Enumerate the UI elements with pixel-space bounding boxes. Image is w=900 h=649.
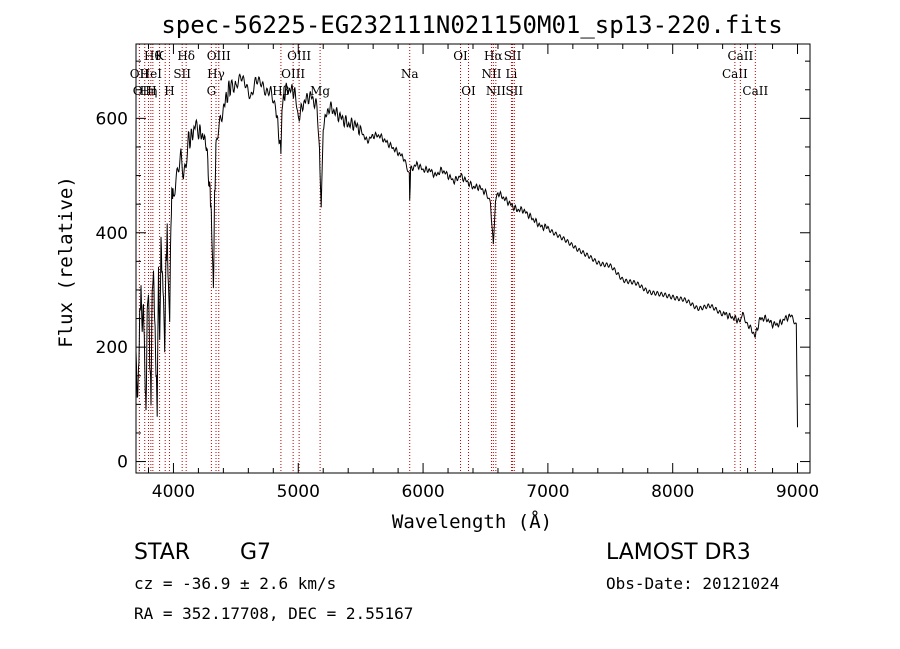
line-label-6583: NII: [486, 84, 506, 98]
redshift-label: cz = -36.9 ± 2.6 km/s: [134, 574, 337, 593]
y-tick-label-200: 200: [96, 338, 128, 358]
line-label-3819: HeI: [140, 67, 163, 81]
line-label-8498: CaII: [722, 67, 748, 81]
coords-label: RA = 352.17708, DEC = 2.55167: [134, 604, 414, 623]
class-label: STAR: [134, 540, 191, 565]
obs-date-label: Obs-Date: 20121024: [606, 574, 780, 593]
x-tick-label-6000: 6000: [401, 482, 444, 502]
x-axis-label: Wavelength (Å): [392, 510, 552, 533]
line-label-3800: Hη: [140, 84, 158, 98]
line-label-6300: OI: [453, 49, 468, 63]
line-label-4304: G: [207, 84, 217, 98]
x-tick-label-9000: 9000: [776, 482, 819, 502]
y-axis: 0 200 400 600: [96, 60, 810, 473]
y-tick-label-400: 400: [96, 224, 128, 244]
y-tick-label-0: 0: [117, 453, 128, 473]
line-label-4341: Hγ: [207, 67, 225, 81]
line-label-6364: OI: [461, 84, 476, 98]
x-tick-label-4000: 4000: [152, 482, 195, 502]
x-tick-label-8000: 8000: [651, 482, 694, 502]
line-label-4070: SII: [173, 67, 191, 81]
x-tick-label-7000: 7000: [526, 482, 569, 502]
line-label-5175: Mg: [310, 84, 330, 98]
line-label-3968: H: [164, 84, 174, 98]
line-label-6731: SII: [505, 84, 523, 98]
line-label-5007: OIII: [287, 49, 311, 63]
line-label-3727: OII: [130, 67, 150, 81]
y-tick-label-600: 600: [96, 109, 128, 129]
flux-series-line: [135, 73, 798, 428]
line-label-6563: Hα: [484, 49, 503, 63]
line-label-3889: K: [155, 49, 165, 63]
line-label-8542: CaII: [727, 49, 753, 63]
x-axis: 4000 5000 6000 7000 8000 9000: [147, 44, 819, 502]
line-label-4363: OIII: [207, 49, 231, 63]
line-label-6548: NII: [481, 67, 501, 81]
line-label-4102: Hδ: [177, 49, 195, 63]
chart-title: spec-56225-EG232111N021150M01_sp13-220.f…: [161, 11, 782, 39]
line-label-6717: SII: [504, 49, 522, 63]
line-label-8662: CaII: [742, 84, 768, 98]
line-label-4959: OIII: [281, 67, 305, 81]
line-label-3770: OIII: [133, 84, 157, 98]
survey-label: LAMOST DR3: [606, 540, 751, 565]
line-label-5893: Na: [401, 67, 419, 81]
y-axis-label: Flux (relative): [55, 176, 77, 348]
x-tick-label-5000: 5000: [277, 482, 320, 502]
plot-frame: [135, 43, 811, 474]
line-label-6708: Li: [506, 67, 518, 81]
subclass-label: G7: [240, 540, 272, 565]
